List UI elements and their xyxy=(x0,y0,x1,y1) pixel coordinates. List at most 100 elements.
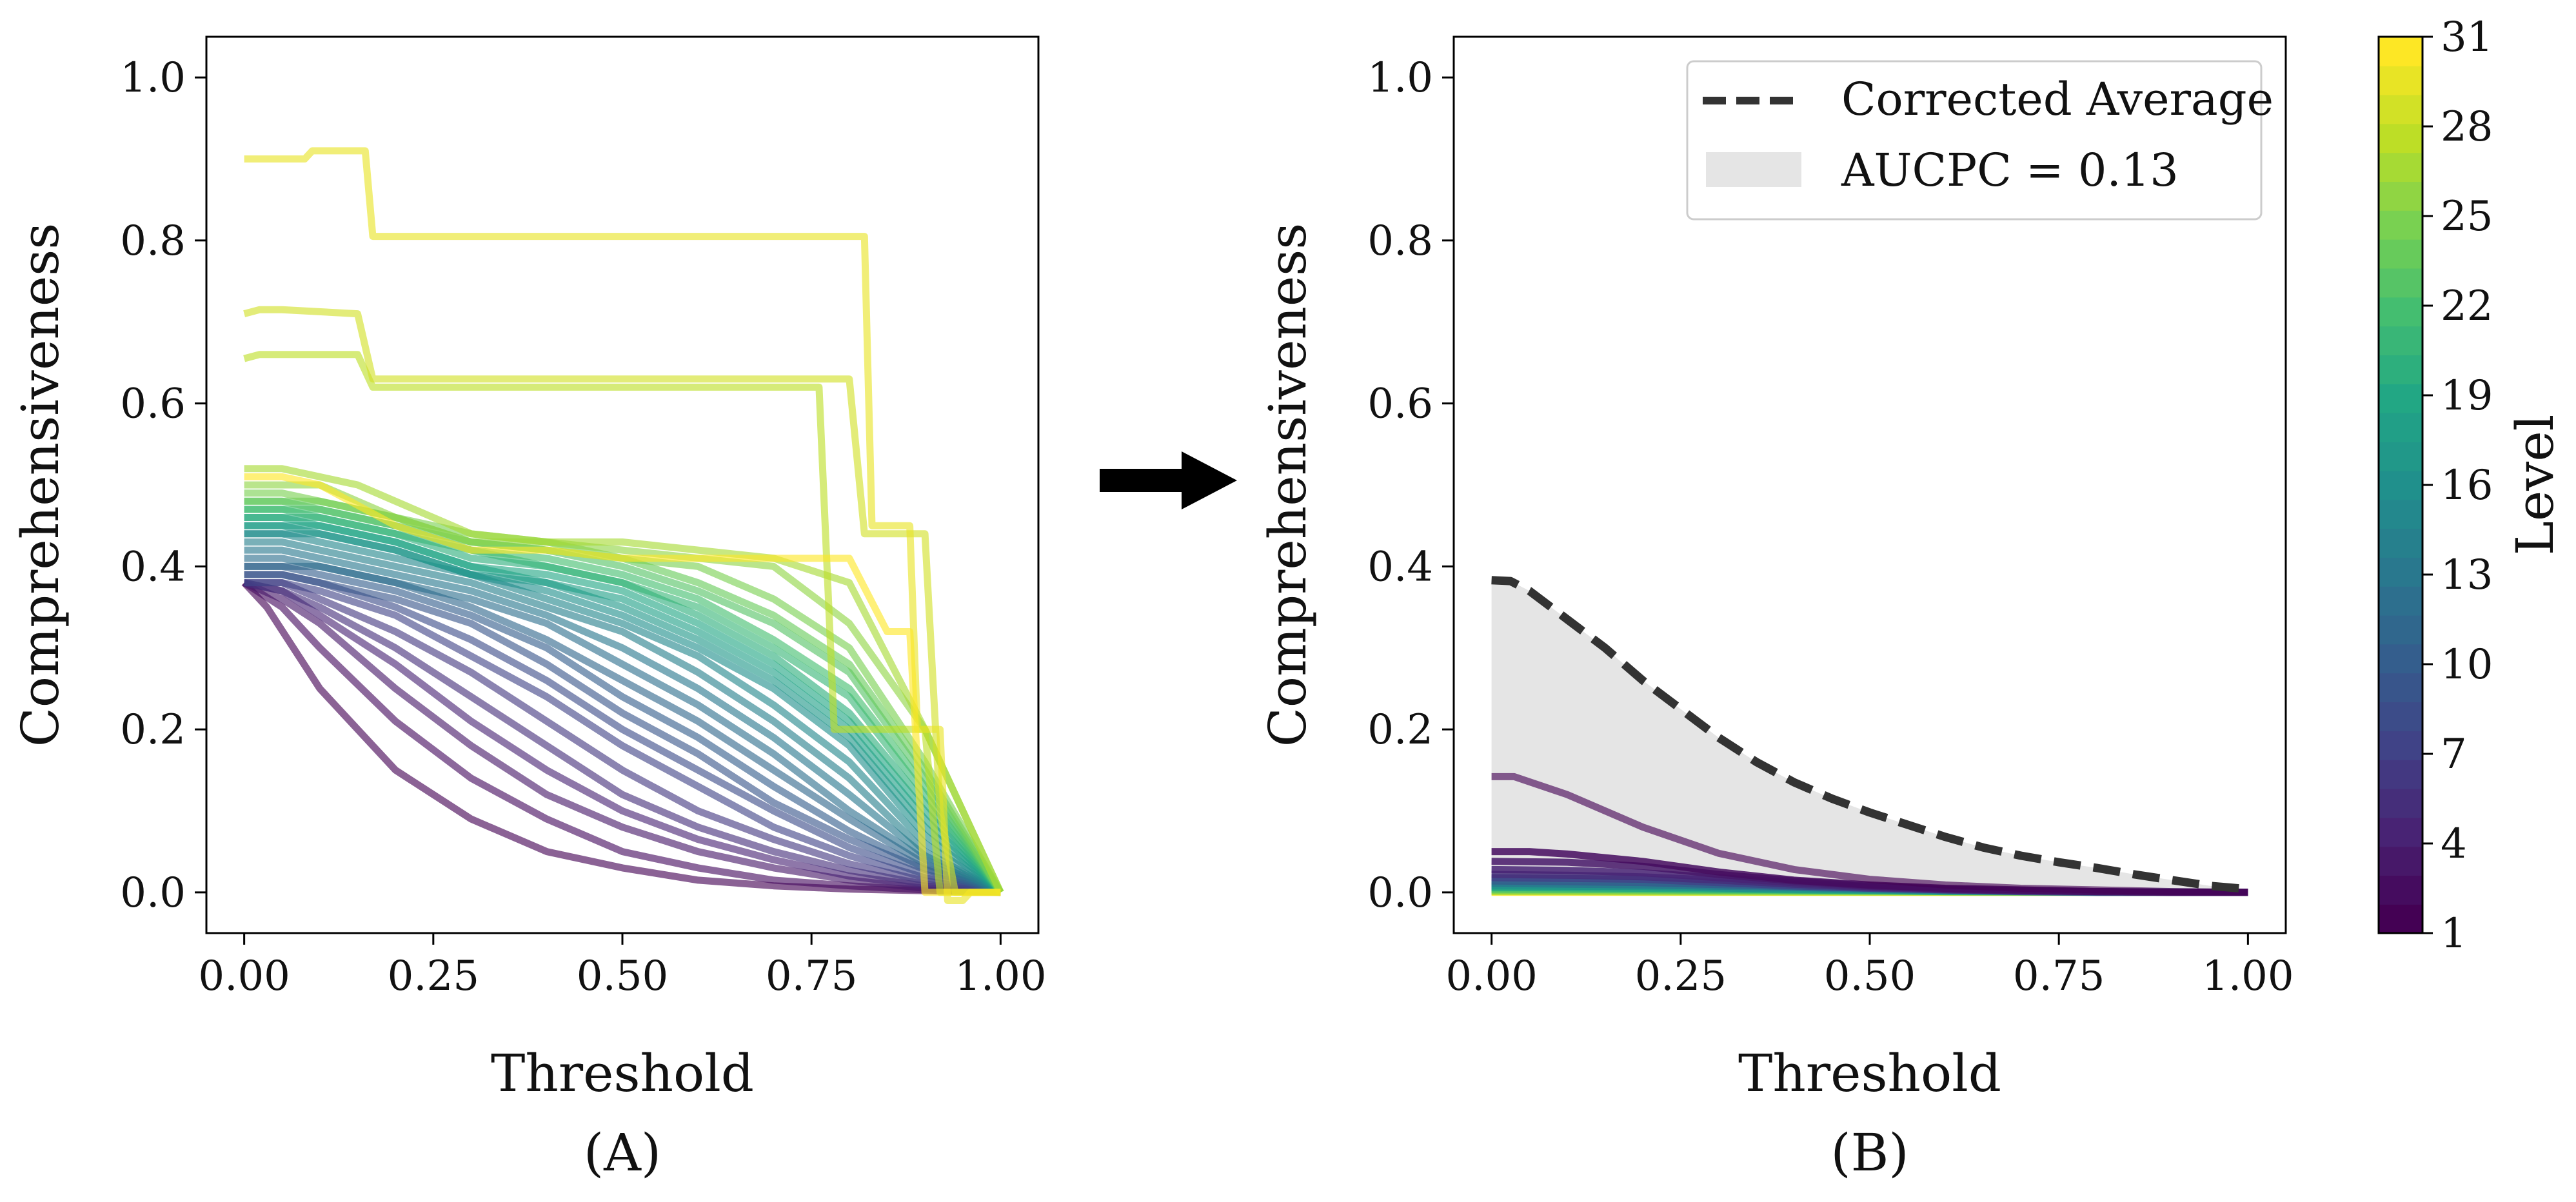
panel-a-series-level-12 xyxy=(244,555,1002,896)
panel-b-caption: (B) xyxy=(1830,1123,1908,1183)
colorbar-segments xyxy=(2379,37,2422,934)
colorbar-tick-label-7: 22 xyxy=(2441,282,2493,330)
colorbar-segment-level-1 xyxy=(2379,904,2422,934)
panel-a-series-level-21 xyxy=(244,506,1004,895)
panel-b-y-tick-label-1: 0.2 xyxy=(1367,706,1433,754)
panel-b-x-axis-label: Threshold xyxy=(1738,1043,2001,1103)
panel-a-series-level-10 xyxy=(244,562,1002,896)
colorbar-segment-level-18 xyxy=(2379,412,2422,442)
panel-a-x-tick-label-2: 0.50 xyxy=(577,952,669,1000)
colorbar-segment-level-21 xyxy=(2379,326,2422,356)
colorbar-segment-level-19 xyxy=(2379,384,2422,413)
panel-a-series-level-17 xyxy=(244,522,1003,895)
panel-b-lines xyxy=(1491,576,2248,896)
panel-a-ticks: 0.00 0.25 0.50 0.75 1.00 0.0 0.2 0.4 0.6 0.8 1.0 xyxy=(120,54,1046,1000)
colorbar-segment-level-29 xyxy=(2379,94,2422,124)
colorbar-tick-label-5: 16 xyxy=(2441,462,2493,509)
panel-a-series-level-23 xyxy=(244,497,1004,894)
colorbar-tick-label-0: 1 xyxy=(2441,910,2467,958)
panel-a-lines xyxy=(241,147,1004,904)
panel-a-series-level-15 xyxy=(244,530,1003,896)
panel-a-y-tick-label-3: 0.6 xyxy=(120,380,186,428)
colorbar-segment-level-7 xyxy=(2379,731,2422,760)
colorbar-segment-level-23 xyxy=(2379,268,2422,298)
colorbar-ticks: 1 4 7 10 13 16 19 22 25 28 31 xyxy=(2422,14,2493,958)
colorbar-tick-label-6: 19 xyxy=(2441,372,2493,420)
panel-a-x-tick-label-3: 0.75 xyxy=(766,952,858,1000)
colorbar-segment-level-8 xyxy=(2379,702,2422,731)
panel-a-series-level-30 xyxy=(244,147,1001,904)
panel-a-series-level-25 xyxy=(244,489,1004,894)
panel-b-corrected-average-line xyxy=(1491,576,2248,894)
legend-line-label: Corrected Average xyxy=(1841,73,2274,126)
panel-a-series-level-14 xyxy=(244,538,1003,896)
panel-a-x-tick-label-1: 0.25 xyxy=(388,952,480,1000)
panel-a-series-level-19 xyxy=(244,514,1004,895)
colorbar-tick-label-4: 13 xyxy=(2441,551,2493,599)
panel-b-x-tick-label-4: 1.00 xyxy=(2202,952,2294,1000)
panel-a-series-level-6 xyxy=(244,579,1002,896)
colorbar-segment-level-26 xyxy=(2379,181,2422,211)
panel-b-y-tick-label-3: 0.6 xyxy=(1367,380,1433,428)
colorbar-segment-level-20 xyxy=(2379,355,2422,384)
panel-a-x-tick-label-4: 1.00 xyxy=(955,952,1047,1000)
colorbar-tick-label-2: 7 xyxy=(2441,731,2467,778)
colorbar-segment-level-31 xyxy=(2379,37,2422,66)
panel-a-series-level-5 xyxy=(243,579,1001,896)
panel-b-y-axis-label: Comprehensiveness xyxy=(1258,223,1318,747)
colorbar-segment-level-22 xyxy=(2379,297,2422,327)
colorbar-segment-level-13 xyxy=(2379,557,2422,587)
colorbar-segment-level-30 xyxy=(2379,65,2422,95)
panel-a-series-level-2 xyxy=(242,579,1001,896)
panel-a-y-tick-label-5: 1.0 xyxy=(120,54,186,102)
panel-b-y-tick-label-2: 0.4 xyxy=(1367,543,1433,591)
panel-a-series-level-13 xyxy=(244,546,1002,896)
panel-b-series-level-1 xyxy=(1491,773,2248,896)
colorbar-segment-level-14 xyxy=(2379,528,2422,558)
panel-b-y-tick-label-5: 1.0 xyxy=(1367,54,1433,102)
colorbar-segment-level-17 xyxy=(2379,441,2422,471)
legend-area-label: AUCPC = 0.13 xyxy=(1841,144,2179,197)
panel-b: 0.00 0.25 0.50 0.75 1.00 0.0 0.2 0.4 0.6 0.8 1.0 T… xyxy=(1258,35,2294,1183)
colorbar-segment-level-10 xyxy=(2379,644,2422,674)
panel-b-x-tick-label-3: 0.75 xyxy=(2013,952,2105,1000)
colorbar-segment-level-12 xyxy=(2379,586,2422,616)
panel-a-y-axis-label: Comprehensiveness xyxy=(10,223,70,747)
panel-b-ticks: 0.00 0.25 0.50 0.75 1.00 0.0 0.2 0.4 0.6 0.8 1.0 xyxy=(1367,54,2294,1000)
right-arrow-icon xyxy=(1100,451,1237,509)
panel-a-y-tick-label-2: 0.4 xyxy=(120,543,186,591)
colorbar-segment-level-2 xyxy=(2379,875,2422,905)
panel-a-series-level-3 xyxy=(243,579,1001,896)
panel-a-x-axis-label: Threshold xyxy=(491,1043,754,1103)
panel-b-x-tick-label-0: 0.00 xyxy=(1445,952,1538,1000)
legend-area-swatch xyxy=(1706,152,1801,187)
panel-b-y-tick-label-0: 0.0 xyxy=(1367,869,1433,917)
panel-b-y-tick-label-4: 0.8 xyxy=(1367,217,1433,265)
panel-a-y-tick-label-1: 0.2 xyxy=(120,706,186,754)
panel-b-aucpc-area xyxy=(1491,580,2248,892)
colorbar-segment-level-25 xyxy=(2379,210,2422,240)
colorbar-segment-level-9 xyxy=(2379,673,2422,703)
panel-a-x-tick-label-0: 0.00 xyxy=(198,952,290,1000)
colorbar-segment-level-27 xyxy=(2379,152,2422,182)
colorbar-segment-level-24 xyxy=(2379,239,2422,269)
panel-a-series-level-7 xyxy=(244,579,1002,896)
colorbar-tick-label-9: 28 xyxy=(2441,103,2493,151)
colorbar: 1 4 7 10 13 16 19 22 25 28 31 Level xyxy=(2377,14,2565,958)
colorbar-tick-label-1: 4 xyxy=(2441,820,2467,868)
panel-a-series-level-31 xyxy=(244,473,1001,896)
panel-a-y-tick-label-0: 0.0 xyxy=(120,869,186,917)
colorbar-segment-level-28 xyxy=(2379,123,2422,153)
panel-a-caption: (A) xyxy=(584,1123,661,1183)
colorbar-segment-level-4 xyxy=(2379,817,2422,847)
panel-a-series-level-27 xyxy=(244,465,1004,894)
panel-a-y-tick-label-4: 0.8 xyxy=(120,217,186,265)
colorbar-segment-level-6 xyxy=(2379,759,2422,789)
colorbar-tick-label-3: 10 xyxy=(2441,641,2493,689)
panel-a: 0.00 0.25 0.50 0.75 1.00 0.0 0.2 0.4 0.6 0.8 1.0 T… xyxy=(10,35,1047,1183)
colorbar-tick-label-8: 25 xyxy=(2441,193,2493,241)
colorbar-segment-level-3 xyxy=(2379,846,2422,876)
colorbar-tick-label-10: 31 xyxy=(2441,14,2493,61)
colorbar-segment-level-5 xyxy=(2379,788,2422,818)
